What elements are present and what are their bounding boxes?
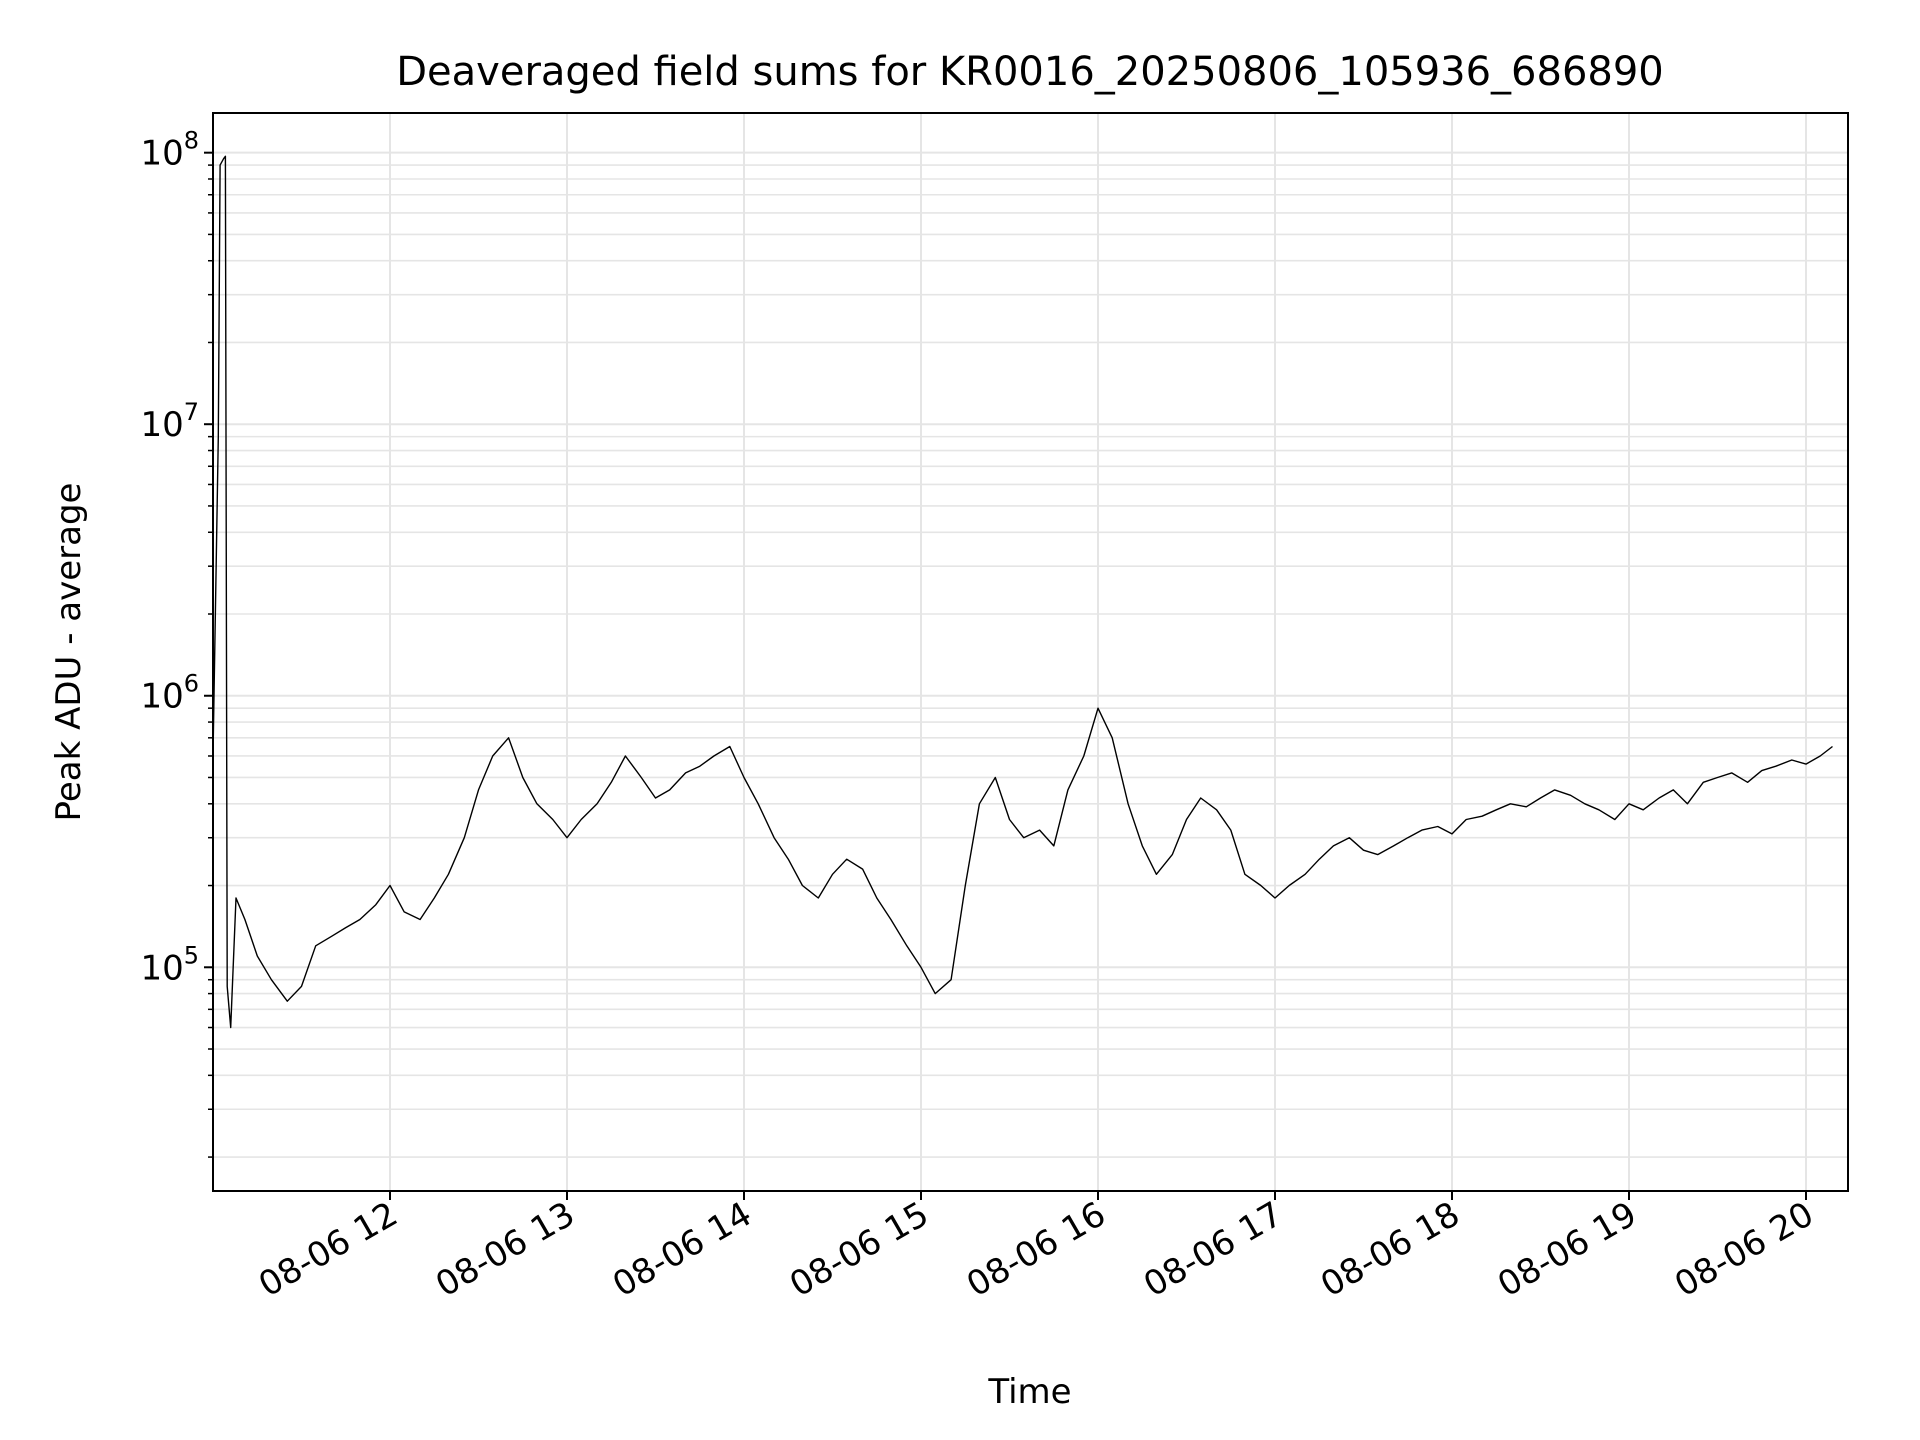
x-grid <box>389 113 1807 1191</box>
series-layer <box>212 155 1833 1029</box>
x-axis-label: Time <box>987 1372 1071 1412</box>
y-grid <box>213 151 1848 1158</box>
y-tick-label: 107 <box>140 398 199 445</box>
y-tick-label: 105 <box>140 941 199 988</box>
plot-frame <box>212 112 1849 1192</box>
y-tick-label: 108 <box>140 127 199 174</box>
y-ticks: 105 106 107 108 <box>140 127 213 1158</box>
chart-title: Deaveraged field sums for KR0016_2025080… <box>396 49 1664 95</box>
y-axis-label: Peak ADU - average <box>49 483 89 822</box>
y-tick-label: 106 <box>140 670 199 717</box>
series-line <box>212 155 1833 1029</box>
